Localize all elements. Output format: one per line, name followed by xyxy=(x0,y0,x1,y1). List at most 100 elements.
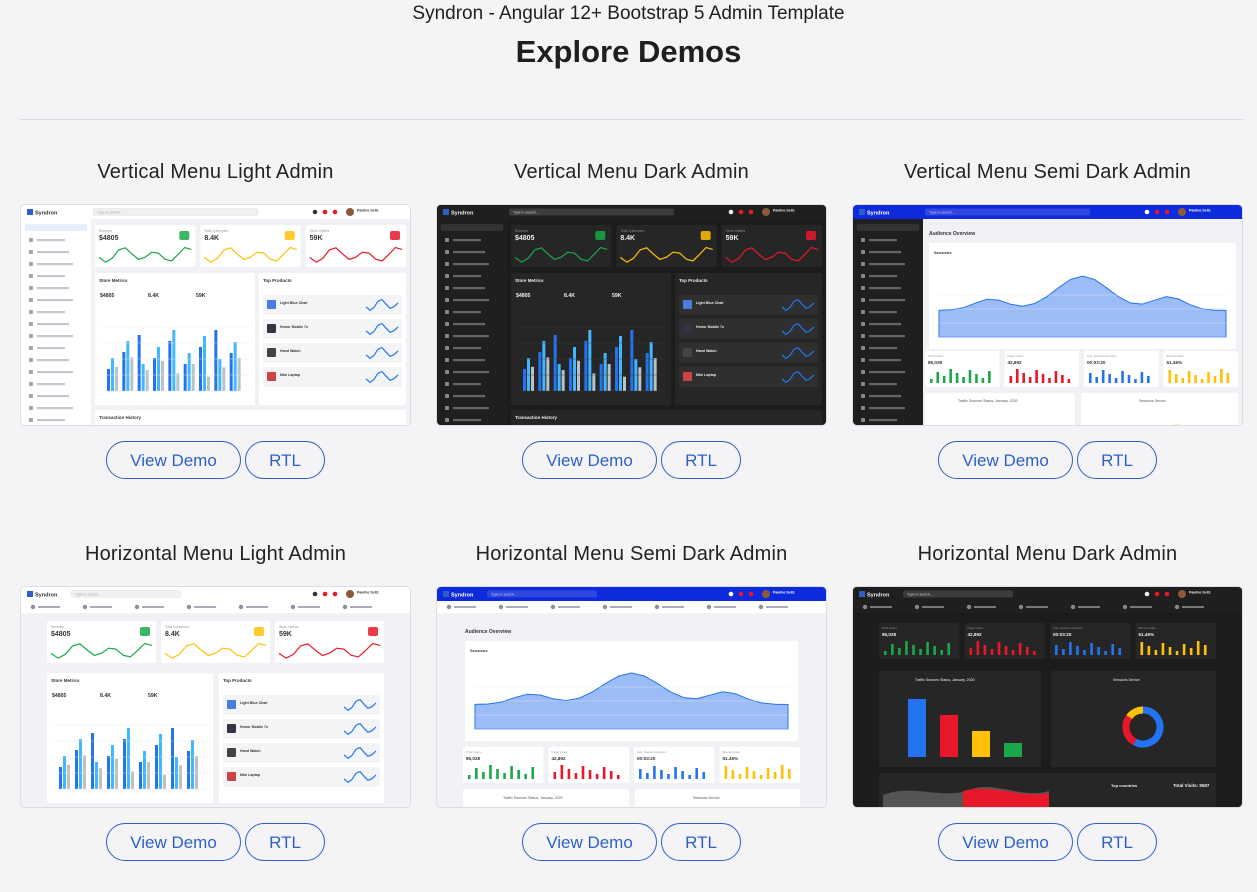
menu-item-icon xyxy=(1018,604,1024,610)
chart-bar xyxy=(79,739,82,789)
menu-item-icon xyxy=(1174,604,1180,610)
stat-card xyxy=(511,225,612,267)
stat-value: 59K xyxy=(726,235,739,242)
notification-icon xyxy=(332,591,338,597)
stat-label: Total Users xyxy=(882,626,898,630)
demo-thumbnail[interactable]: Syndron Type to search... Pauline Seitz Rev… xyxy=(20,204,411,426)
stat-label: Total Users xyxy=(466,750,482,754)
rtl-button[interactable]: RTL xyxy=(245,441,325,479)
chart-bar xyxy=(153,358,156,391)
thumb-header xyxy=(853,205,1242,219)
chart-bar xyxy=(584,341,588,391)
menu-item-icon xyxy=(30,604,36,610)
view-demo-button[interactable]: View Demo xyxy=(938,823,1073,861)
mini-bar xyxy=(560,765,564,779)
mini-bar xyxy=(1061,375,1064,383)
view-demo-button[interactable]: View Demo xyxy=(106,441,241,479)
mini-bar xyxy=(1207,372,1210,383)
chart-bar xyxy=(122,352,126,391)
mini-bar xyxy=(1054,371,1058,383)
mini-bar xyxy=(988,371,991,383)
product-row xyxy=(679,367,818,387)
brand-logo-icon xyxy=(859,591,865,597)
page-title: Explore Demos xyxy=(515,34,742,69)
view-demo-button[interactable]: View Demo xyxy=(938,441,1073,479)
sidebar-item-icon xyxy=(861,238,865,242)
rtl-button[interactable]: RTL xyxy=(1077,823,1157,861)
demo-thumbnail[interactable]: Syndron Type to search... Pauline Seitz Rev… xyxy=(436,204,827,426)
metric-value: 8.4K xyxy=(564,293,575,299)
sparkline xyxy=(343,746,377,760)
stat-value: 59K xyxy=(279,631,292,638)
notification-icon xyxy=(332,209,338,215)
notification-icon xyxy=(1154,209,1160,215)
mini-bar xyxy=(496,769,499,779)
sidebar-item-icon xyxy=(29,346,33,350)
chart-bar xyxy=(163,774,166,789)
menu-item-label xyxy=(194,606,216,608)
sidebar-item-icon xyxy=(445,394,449,398)
menu-item-icon xyxy=(82,604,88,610)
menu-item-label xyxy=(246,606,268,608)
sidebar-item-label xyxy=(453,263,489,266)
rtl-button[interactable]: RTL xyxy=(245,823,325,861)
chart-bar xyxy=(139,762,142,789)
demo-title: Vertical Menu Semi Dark Admin xyxy=(903,161,1192,183)
product-thumbnail-icon xyxy=(267,348,276,357)
sidebar-item-label xyxy=(37,347,65,350)
view-demo-button[interactable]: View Demo xyxy=(522,823,657,861)
mini-bar xyxy=(688,775,691,779)
demo-thumbnail[interactable]: Syndron Type to search... Pauline Seitz Aud… xyxy=(852,204,1243,426)
mini-bar xyxy=(1104,651,1107,655)
mini-bar xyxy=(646,773,649,779)
rtl-button[interactable]: RTL xyxy=(1077,441,1157,479)
demo-thumbnail[interactable]: Syndron Type to search... Pauline Seitz Aud… xyxy=(436,586,827,808)
menu-item-label xyxy=(90,606,112,608)
stat-value: 00:03:20 xyxy=(637,756,656,761)
mini-bar xyxy=(1055,645,1058,655)
chart-bar xyxy=(59,767,62,789)
mini-bar xyxy=(1089,373,1092,383)
chart-bar xyxy=(191,740,194,789)
view-demo-button[interactable]: View Demo xyxy=(522,441,657,479)
sparkline xyxy=(343,722,377,736)
chart-bar xyxy=(619,336,622,391)
chart-bar xyxy=(159,734,162,789)
panel-title: Store Metrics xyxy=(515,278,544,283)
sidebar-item-icon xyxy=(861,358,865,362)
mini-bar xyxy=(1147,646,1151,655)
sessions-area xyxy=(938,275,1227,338)
stat-label: Total Customers xyxy=(204,229,228,233)
mini-bar xyxy=(1048,378,1051,383)
stat-label: Bounce Rate xyxy=(1167,354,1185,358)
mini-bar xyxy=(1226,373,1230,383)
mini-bar xyxy=(912,645,915,655)
mini-bar xyxy=(567,769,571,779)
thumb-preview: Syndron Type to search... Pauline Seitz Aud… xyxy=(853,205,1242,425)
user-name: Pauline Seitz xyxy=(773,591,795,595)
sidebar-item-label xyxy=(869,323,901,326)
sidebar-item-icon xyxy=(445,286,449,290)
rtl-button[interactable]: RTL xyxy=(661,441,741,479)
view-demo-button[interactable]: View Demo xyxy=(106,823,241,861)
chart-bar xyxy=(130,357,134,391)
product-name: Mini Laptop xyxy=(280,373,301,377)
mini-bar xyxy=(517,770,520,779)
rtl-button[interactable]: RTL xyxy=(661,823,741,861)
demo-thumbnail[interactable]: Syndron Type to search... Pauline Seitz Tot… xyxy=(852,586,1243,808)
sidebar-item-icon xyxy=(445,238,449,242)
mini-bar xyxy=(983,645,987,655)
sidebar-item-label xyxy=(869,287,901,290)
chart-bar xyxy=(191,364,195,391)
chart-bar xyxy=(229,353,233,391)
mini-bar xyxy=(588,770,592,779)
brand-logo-icon xyxy=(443,591,449,597)
thumb-preview: Syndron Type to search... Pauline Seitz Aud… xyxy=(437,587,826,807)
chart-bar xyxy=(137,335,141,391)
menu-item-label xyxy=(558,606,580,608)
sidebar-item-label xyxy=(869,263,905,266)
stat-card xyxy=(721,225,822,267)
panel-title: Top Products xyxy=(223,678,252,683)
demo-thumbnail[interactable]: Syndron Type to search... Pauline Seitz Rev… xyxy=(20,586,411,808)
search-placeholder: Type to search... xyxy=(75,593,101,597)
